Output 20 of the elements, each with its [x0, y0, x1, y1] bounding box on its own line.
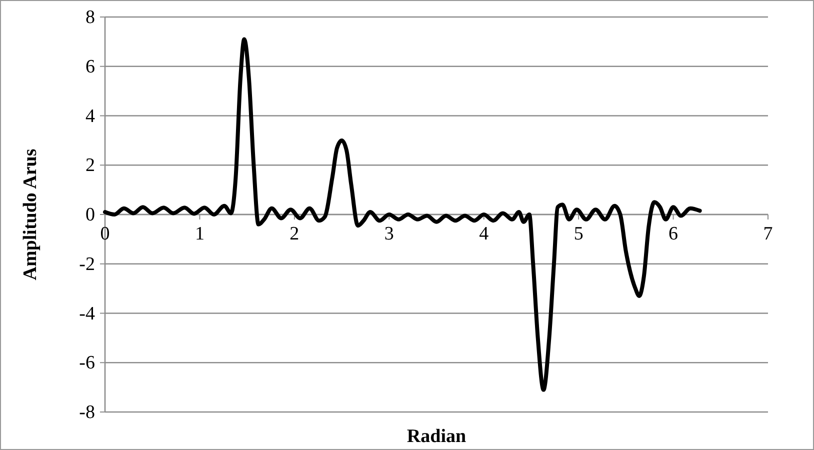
y-axis-title: Amplitudo Arus — [20, 148, 41, 280]
y-tick-label: 8 — [86, 7, 95, 28]
y-tick-label: -6 — [79, 352, 95, 374]
x-tick-label: 6 — [668, 224, 678, 244]
x-tick-label: 1 — [194, 224, 204, 244]
y-tick-label: 6 — [86, 56, 95, 78]
y-tick-label: 4 — [86, 106, 96, 127]
x-tick-label: 4 — [479, 224, 490, 244]
x-tick-label: 0 — [100, 224, 110, 244]
x-tick-label: 3 — [384, 224, 394, 244]
y-tick-label: 0 — [86, 204, 95, 226]
x-tick-label: 2 — [290, 224, 300, 244]
x-axis-title: Radian — [406, 426, 466, 447]
y-tick-label: -8 — [79, 402, 95, 423]
line-series — [103, 37, 702, 392]
y-tick-label: -2 — [79, 254, 95, 275]
y-tick-label: -4 — [79, 303, 96, 324]
x-tick-label: 7 — [763, 224, 773, 244]
y-tick-label: 2 — [86, 155, 95, 176]
x-tick-label: 5 — [574, 224, 584, 244]
